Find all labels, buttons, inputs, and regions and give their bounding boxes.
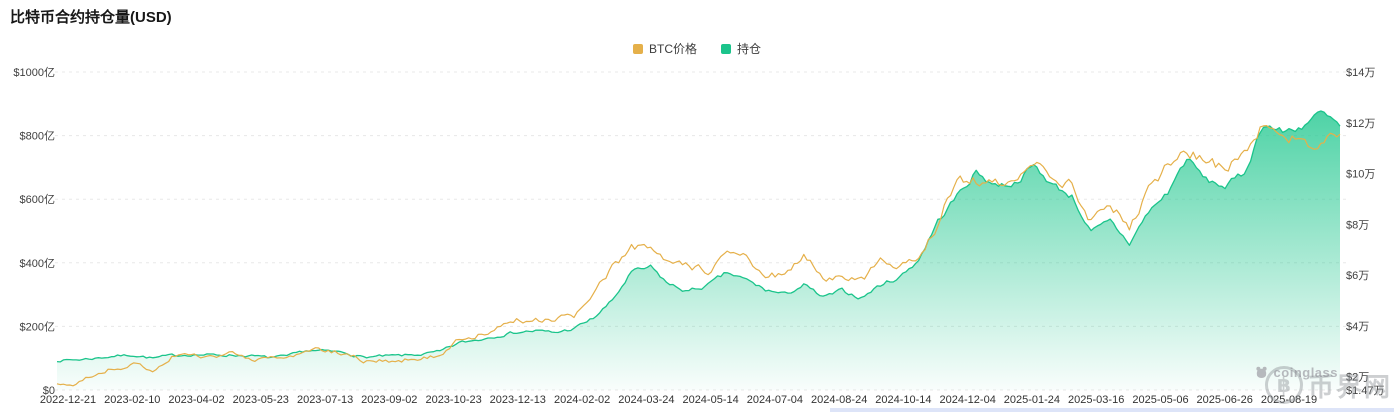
coinglass-logo-icon [1255,366,1267,378]
svg-text:2024-08-24: 2024-08-24 [811,394,867,406]
svg-text:2024-02-02: 2024-02-02 [554,394,610,406]
svg-text:$12万: $12万 [1346,118,1375,130]
svg-text:2025-05-06: 2025-05-06 [1132,394,1188,406]
svg-text:2023-05-23: 2023-05-23 [233,394,289,406]
open-interest-area-series [57,111,1340,390]
svg-text:$800亿: $800亿 [20,130,55,143]
svg-text:$600亿: $600亿 [20,193,55,206]
x-axis-labels: 2022-12-21 2023-02-10 2023-04-02 2023-05-23… [40,394,1317,406]
legend-label-open-interest: 持仓 [737,42,762,56]
open-interest-line-series [56,110,1341,363]
svg-text:2023-02-10: 2023-02-10 [104,394,160,406]
svg-text:2024-07-04: 2024-07-04 [747,394,803,406]
svg-text:2023-10-23: 2023-10-23 [425,394,481,406]
legend-item-btc-price[interactable]: BTC价格 [632,40,697,57]
svg-text:$0: $0 [43,385,55,397]
svg-text:2025-08-19: 2025-08-19 [1261,394,1317,406]
svg-text:$8万: $8万 [1346,219,1369,231]
svg-text:$200亿: $200亿 [20,320,55,333]
svg-text:$400亿: $400亿 [20,257,55,270]
coinglass-watermark-text: coinglass [1273,365,1338,380]
svg-text:2024-05-14: 2024-05-14 [682,394,738,406]
legend: BTC价格 持仓 [0,40,1394,57]
btc-price-line-series [56,125,1341,387]
svg-text:$2万: $2万 [1346,372,1369,384]
svg-text:2024-03-24: 2024-03-24 [618,394,674,406]
svg-text:2024-12-04: 2024-12-04 [940,394,996,406]
coinglass-watermark: coinglass [1254,365,1338,380]
svg-text:$4万: $4万 [1346,321,1369,333]
svg-text:$1000亿: $1000亿 [13,66,55,79]
chart-zoom-scrollbar[interactable] [830,408,1394,412]
svg-text:2025-03-16: 2025-03-16 [1068,394,1124,406]
page-title: 比特币合约持仓量(USD) [10,9,172,26]
legend-label-btc-price: BTC价格 [648,42,697,56]
open-interest-legend-swatch-icon [721,43,731,54]
svg-text:$10万: $10万 [1346,169,1375,181]
svg-text:$6万: $6万 [1346,270,1369,282]
svg-text:$14万: $14万 [1346,67,1375,79]
svg-text:2024-10-14: 2024-10-14 [875,394,931,406]
svg-text:2023-04-02: 2023-04-02 [168,394,224,406]
svg-text:2023-09-02: 2023-09-02 [361,394,417,406]
btc-price-legend-swatch-icon [632,43,643,54]
svg-text:2023-07-13: 2023-07-13 [297,394,353,406]
legend-item-open-interest[interactable]: 持仓 [721,40,761,57]
svg-text:2022-12-21: 2022-12-21 [40,394,96,406]
svg-text:2023-12-13: 2023-12-13 [490,394,546,406]
svg-text:2025-01-24: 2025-01-24 [1004,394,1060,406]
left-axis-labels: $1000亿 $800亿 $600亿 $400亿 $200亿 $0 [13,66,55,397]
right-axis-labels: $14万 $12万 $10万 $8万 $6万 $4万 $2万$1.47万 [1346,67,1385,397]
svg-text:2025-06-26: 2025-06-26 [1197,394,1253,406]
svg-text:$1.47万: $1.47万 [1346,385,1385,397]
